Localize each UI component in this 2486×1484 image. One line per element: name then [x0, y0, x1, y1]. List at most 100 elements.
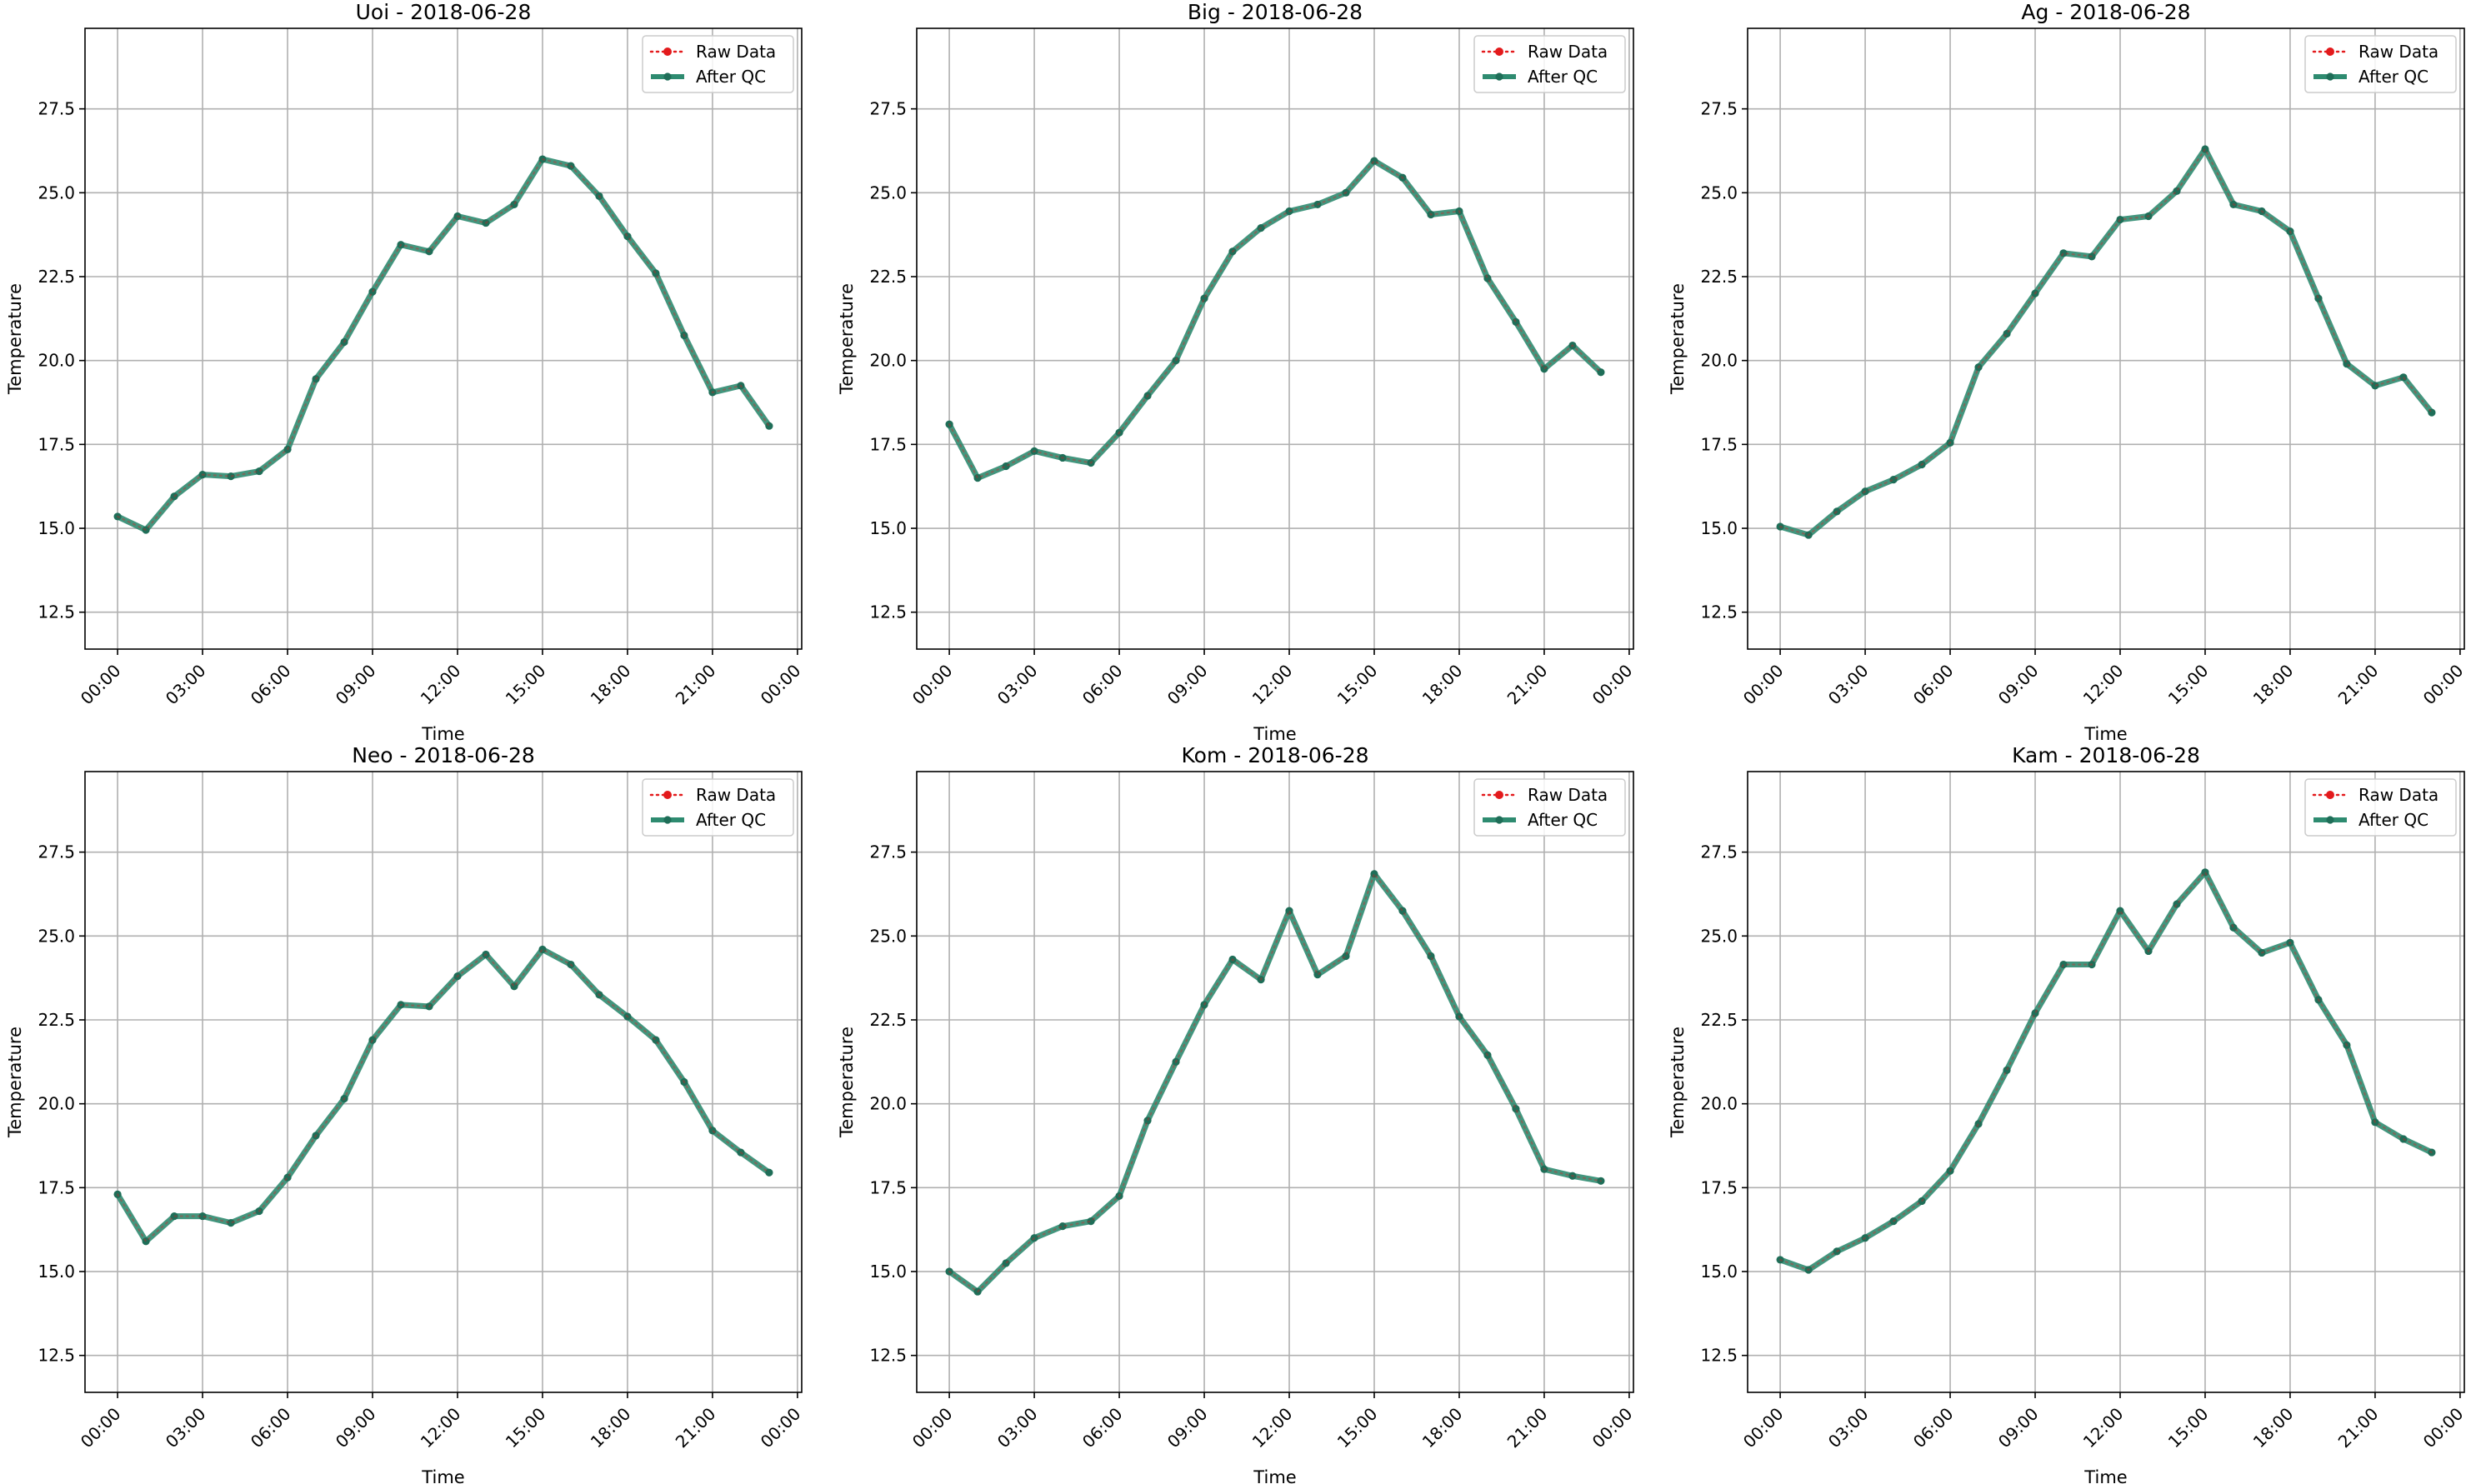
after-qc-point [2088, 252, 2096, 261]
y-tick-label: 12.5 [38, 1346, 75, 1366]
after-qc-point [945, 1267, 953, 1276]
after-qc-point [198, 1212, 207, 1221]
x-tick-label: 09:00 [1163, 661, 1212, 709]
after-qc-point [2399, 373, 2408, 382]
after-qc-point [2059, 960, 2068, 969]
after-qc-point [973, 474, 982, 482]
chart-title: Neo - 2018-06-28 [352, 743, 535, 767]
legend-raw-label: Raw Data [2358, 42, 2438, 62]
after-qc-point [1804, 1266, 1813, 1274]
after-qc-point [2314, 294, 2323, 302]
x-tick-label: 18:00 [587, 1404, 635, 1452]
x-tick-label: 00:00 [1739, 661, 1788, 709]
x-tick-label: 00:00 [1739, 1404, 1788, 1452]
after-qc-point [1313, 200, 1322, 209]
axes-frame [84, 27, 803, 650]
y-tick-label: 15.0 [869, 1262, 907, 1282]
after-qc-point [2229, 200, 2238, 209]
x-tick-label: 12:00 [417, 1404, 465, 1452]
x-tick-label: 03:00 [162, 661, 210, 709]
after-qc-point [1058, 1222, 1067, 1231]
legend-raw-label: Raw Data [2358, 785, 2438, 805]
after-qc-point [1342, 188, 1350, 197]
after-qc-point [1002, 1259, 1010, 1267]
x-tick-label: 21:00 [672, 1404, 720, 1452]
after-qc-point [737, 1148, 745, 1157]
after-qc-point [680, 1077, 688, 1087]
x-tick-label: 12:00 [417, 661, 465, 709]
y-tick-label: 20.0 [1700, 351, 1738, 371]
y-tick-label: 27.5 [38, 99, 75, 119]
after-qc-line [114, 946, 773, 1245]
after-qc-point [623, 232, 632, 241]
legend-raw-label: Raw Data [1528, 42, 1608, 62]
after-qc-point [1483, 1051, 1492, 1059]
after-qc-point [1861, 487, 1869, 496]
x-tick-label: 06:00 [247, 1404, 295, 1452]
after-qc-point [1143, 392, 1152, 400]
after-qc-point [425, 1002, 433, 1011]
x-tick-label: 12:00 [2079, 1404, 2128, 1452]
after-qc-point [1540, 365, 1548, 373]
x-tick-label: 12:00 [1248, 661, 1297, 709]
after-qc-point [2201, 868, 2209, 877]
legend-qc-label: After QC [2358, 67, 2428, 87]
y-tick-label: 15.0 [38, 1262, 75, 1282]
x-axis-label: Time [2083, 724, 2127, 744]
legend-raw-marker [2326, 47, 2334, 56]
after-qc-point [312, 1132, 320, 1140]
after-qc-point [1946, 438, 1954, 447]
legend: Raw Data After QC [1473, 778, 1626, 837]
x-tick-label: 15:00 [2164, 1404, 2213, 1452]
after-qc-point [1597, 1177, 1605, 1185]
y-tick-label: 22.5 [869, 267, 907, 287]
y-tick-label: 15.0 [1700, 1262, 1738, 1282]
x-tick-label: 15:00 [1333, 661, 1382, 709]
x-tick-label: 09:00 [332, 661, 380, 709]
x-tick-label: 00:00 [2419, 1404, 2468, 1452]
after-qc-point [1946, 1167, 1954, 1175]
x-tick-label: 03:00 [1824, 1404, 1873, 1452]
after-qc-point [1143, 1117, 1152, 1125]
after-qc-point [623, 1012, 632, 1021]
legend-raw-marker [663, 47, 672, 56]
after-qc-point [708, 388, 717, 397]
after-qc-line [946, 871, 1604, 1295]
after-qc-point [1115, 428, 1123, 437]
after-qc-point [1540, 1165, 1548, 1173]
after-qc-point [945, 420, 953, 428]
after-qc-point [2428, 1148, 2436, 1157]
raw-data-line [948, 159, 1603, 480]
x-tick-label: 15:00 [502, 661, 550, 709]
after-qc-point [652, 1036, 660, 1044]
after-qc-point [1257, 976, 1265, 984]
after-qc-point [1370, 157, 1378, 165]
after-qc-point [453, 212, 462, 221]
after-qc-point [2258, 948, 2266, 957]
after-qc-point [170, 492, 178, 501]
x-tick-label: 00:00 [1588, 661, 1637, 709]
y-tick-label: 20.0 [869, 1094, 907, 1114]
after-qc-point [595, 991, 603, 999]
axes-frame [916, 27, 1634, 650]
y-tick-label: 17.5 [869, 1177, 907, 1197]
after-qc-point [1087, 1217, 1095, 1226]
after-qc-point [1342, 952, 1350, 961]
after-qc-point [283, 445, 292, 453]
x-tick-label: 06:00 [1909, 1404, 1958, 1452]
after-qc-point [283, 1173, 292, 1182]
y-tick-label: 12.5 [869, 602, 907, 622]
after-qc-point [1370, 870, 1378, 878]
y-tick-label: 20.0 [38, 1094, 75, 1114]
x-tick-label: 18:00 [1418, 1404, 1467, 1452]
after-qc-point [567, 162, 575, 170]
x-tick-label: 18:00 [2249, 1404, 2298, 1452]
y-tick-label: 22.5 [869, 1010, 907, 1030]
x-tick-label: 03:00 [993, 661, 1042, 709]
after-qc-point [765, 422, 773, 430]
y-tick-label: 20.0 [869, 351, 907, 371]
legend-raw-marker [663, 791, 672, 799]
after-qc-point [2371, 1118, 2379, 1127]
legend: Raw Data After QC [2304, 778, 2457, 837]
legend-qc-label: After QC [2358, 810, 2428, 830]
